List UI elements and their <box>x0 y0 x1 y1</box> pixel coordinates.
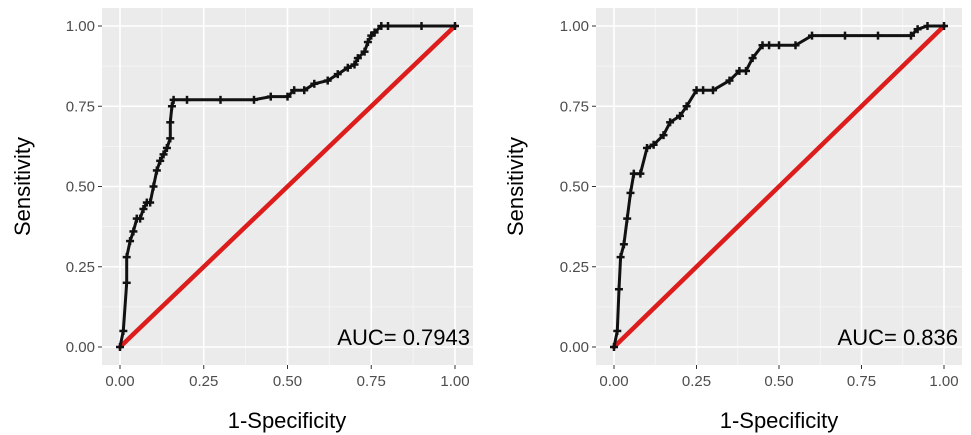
roc-point <box>913 25 922 34</box>
x-tick-label: 0.00 <box>599 373 628 390</box>
roc-point <box>613 326 622 335</box>
roc-point <box>129 227 138 236</box>
roc-point <box>775 41 783 50</box>
roc-point <box>136 214 145 223</box>
roc-point <box>370 28 379 37</box>
roc-point <box>808 31 816 40</box>
roc-point <box>384 22 392 30</box>
y-tick-label: 1.00 <box>560 18 589 35</box>
roc-point <box>119 326 128 335</box>
roc-point <box>156 156 165 165</box>
x-tick-label: 1.00 <box>440 373 469 390</box>
roc-point <box>626 188 635 197</box>
y-tick-label: 0.75 <box>560 98 589 115</box>
roc-point <box>310 79 319 88</box>
auc-annotation: AUC= 0.836 <box>838 325 958 350</box>
x-tick-label: 0.25 <box>682 373 711 390</box>
x-tick-label: 1.00 <box>929 373 958 390</box>
roc-point <box>907 31 915 40</box>
roc-point <box>699 86 708 95</box>
roc-point <box>166 118 175 127</box>
roc-point <box>266 92 275 101</box>
roc-point <box>377 22 386 30</box>
roc-point <box>659 131 668 140</box>
roc-point <box>290 86 299 95</box>
roc-point <box>149 182 158 191</box>
roc-point <box>360 47 369 56</box>
roc-point <box>169 95 178 104</box>
y-tick-label: 0.00 <box>66 339 95 356</box>
roc-point <box>923 22 932 30</box>
y-tick-label: 0.75 <box>66 98 95 115</box>
roc-point <box>159 150 168 159</box>
roc-point <box>874 31 882 40</box>
roc-point <box>300 86 309 95</box>
x-axis-title: 1-Specificity <box>228 408 347 433</box>
roc-point <box>451 22 459 30</box>
roc-point <box>616 253 625 262</box>
roc-point <box>417 22 426 30</box>
reference-diagonal-line <box>117 23 458 350</box>
roc-point <box>682 102 691 111</box>
roc-point <box>126 237 135 246</box>
roc-point <box>666 118 675 127</box>
roc-point <box>676 111 684 120</box>
roc-point <box>333 70 342 79</box>
y-tick-label: 0.25 <box>66 259 95 276</box>
reference-diagonal-line <box>611 23 947 350</box>
roc-point <box>162 143 171 152</box>
roc-point <box>152 166 161 175</box>
roc-point <box>323 76 332 85</box>
roc-point <box>765 41 774 50</box>
roc-point <box>116 343 124 351</box>
x-tick-label: 0.75 <box>847 373 876 390</box>
roc-point <box>122 278 131 287</box>
roc-point <box>216 95 225 104</box>
roc-point <box>725 76 734 85</box>
y-tick-label: 0.00 <box>560 339 589 356</box>
x-tick-label: 0.00 <box>105 373 134 390</box>
chart-panel-2: 0.00 0.25 0.50 0.75 1.00 0.00 0.25 0.50 0.75 1.00… <box>503 8 962 433</box>
roc-point <box>709 86 717 95</box>
auc-annotation: AUC= 0.7943 <box>337 325 470 350</box>
roc-point <box>139 204 148 213</box>
roc-point <box>343 63 352 72</box>
roc-point <box>146 198 155 207</box>
roc-point <box>636 169 645 178</box>
x-tick-label: 0.50 <box>273 373 302 390</box>
roc-point <box>167 102 176 111</box>
chart-panel-1: 0.00 0.25 0.50 0.75 1.00 0.00 0.25 0.50 0.75 1.00… <box>10 8 473 433</box>
roc-point <box>363 38 372 47</box>
roc-point <box>614 285 623 294</box>
roc-point <box>940 22 948 30</box>
roc-point <box>619 240 628 249</box>
roc-point <box>283 92 292 101</box>
roc-point <box>742 66 750 75</box>
roc-point <box>350 60 359 69</box>
y-tick-label: 0.25 <box>560 259 589 276</box>
y-axis-title: Sensitivity <box>503 137 528 236</box>
y-axis-title: Sensitivity <box>10 137 35 236</box>
x-axis-title: 1-Specificity <box>720 408 839 433</box>
roc-point <box>643 143 651 152</box>
y-tick-label: 1.00 <box>66 18 95 35</box>
roc-point <box>748 54 757 63</box>
y-tick-label: 0.50 <box>560 179 589 196</box>
x-tick-label: 0.75 <box>357 373 386 390</box>
roc-point <box>649 140 658 149</box>
y-tick-label: 0.50 <box>66 179 95 196</box>
roc-point <box>841 31 849 40</box>
x-tick-label: 0.25 <box>189 373 218 390</box>
roc-point <box>610 343 618 351</box>
roc-point <box>250 95 258 104</box>
roc-point <box>166 134 175 143</box>
roc-point <box>623 214 632 223</box>
x-tick-label: 0.50 <box>764 373 793 390</box>
roc-point <box>122 253 131 262</box>
roc-point <box>183 95 191 104</box>
roc-point <box>353 54 362 63</box>
roc-point <box>791 41 800 50</box>
